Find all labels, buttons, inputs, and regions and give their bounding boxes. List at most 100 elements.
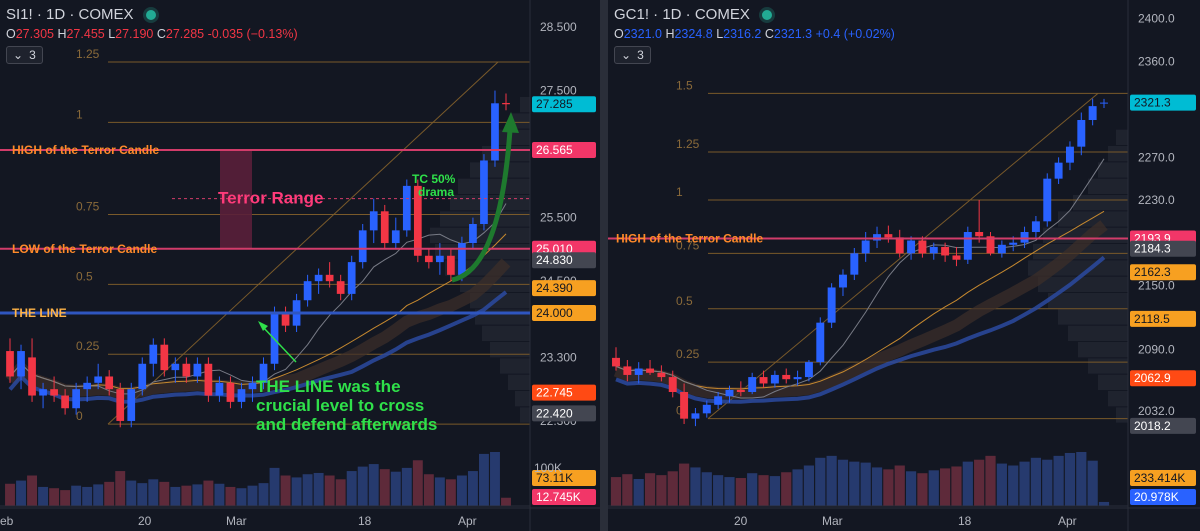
candle-body bbox=[1065, 146, 1074, 163]
price-axis-label: 2032.0 bbox=[1138, 404, 1175, 418]
volume-bar bbox=[357, 466, 368, 506]
silver-chart-svg[interactable]: 1.2510.750.50.25028.50027.50025.50024.50… bbox=[0, 0, 600, 531]
time-axis-label: Mar bbox=[822, 514, 843, 528]
candle-body bbox=[83, 382, 92, 390]
gold-indicators-toggle[interactable]: ⌄ 3 bbox=[614, 46, 651, 64]
time-axis-label: 18 bbox=[358, 514, 372, 528]
volume-badge-label: 73.11K bbox=[536, 471, 573, 485]
candle-body bbox=[680, 392, 689, 419]
gold-chart-svg[interactable]: 1.5 1.25 1 0.75 0.5 0.25 0 2400.0 2360.0 2270.0 22… bbox=[608, 0, 1200, 531]
candle-body bbox=[816, 322, 825, 363]
fib-level-label: 1 bbox=[676, 185, 683, 199]
green-pointer-line bbox=[261, 325, 297, 363]
fib-level-label: 1.5 bbox=[676, 78, 693, 92]
candle-body bbox=[714, 396, 723, 405]
price-badge-label: 2162.3 bbox=[1134, 265, 1171, 279]
price-badge-label: 26.565 bbox=[536, 143, 573, 157]
candle-body bbox=[94, 376, 103, 383]
volume-bar bbox=[1064, 452, 1076, 506]
line-note-1: THE LINE was the bbox=[256, 377, 401, 396]
price-badge bbox=[1130, 417, 1196, 434]
candle-body bbox=[759, 377, 768, 384]
price-badge bbox=[532, 384, 596, 401]
volume-bar bbox=[713, 475, 724, 506]
silver-high: 27.455 bbox=[66, 27, 105, 41]
volume-bar bbox=[1030, 457, 1042, 506]
volume-bar bbox=[501, 497, 511, 506]
volume-bar bbox=[1087, 460, 1098, 506]
candle-body bbox=[380, 211, 389, 244]
candle-body bbox=[502, 102, 510, 105]
volume-bar bbox=[456, 475, 467, 506]
candle-body bbox=[702, 404, 711, 414]
volume-bar bbox=[826, 455, 837, 506]
volume-bar bbox=[690, 467, 701, 506]
gold-chart-pane[interactable]: 1.5 1.25 1 0.75 0.5 0.25 0 2400.0 2360.0 2270.0 22… bbox=[608, 0, 1200, 531]
candle-body bbox=[1088, 106, 1097, 120]
candle-body bbox=[1020, 232, 1029, 243]
volume-profile-bar bbox=[520, 97, 530, 113]
volume-badge-label: 233.414K bbox=[1134, 471, 1185, 485]
terror-range-box bbox=[220, 149, 252, 249]
candle-body bbox=[325, 274, 334, 282]
candle-body bbox=[827, 287, 836, 323]
volume-bar bbox=[236, 488, 247, 506]
volume-profile-bar bbox=[515, 391, 530, 407]
candle-body bbox=[182, 363, 191, 377]
pane-separator[interactable] bbox=[600, 0, 608, 531]
candle-body bbox=[248, 382, 257, 390]
silver-indicators-toggle[interactable]: ⌄ 3 bbox=[6, 46, 43, 64]
price-badge bbox=[532, 304, 596, 321]
candle-body bbox=[138, 363, 147, 390]
candle-body bbox=[929, 246, 938, 254]
gold-symbol-title[interactable]: GC1! · 1D · COMEX bbox=[614, 6, 895, 23]
time-axis-label: 18 bbox=[958, 514, 972, 528]
volume-profile-bar bbox=[1068, 325, 1128, 341]
fib-level-label: 1 bbox=[76, 107, 83, 121]
silver-low: 27.190 bbox=[115, 27, 154, 41]
fib-level-label: 0.25 bbox=[676, 347, 700, 361]
silver-symbol-title[interactable]: SI1! · 1D · COMEX bbox=[6, 6, 298, 23]
gold-high: 2324.8 bbox=[674, 27, 713, 41]
volume-bar bbox=[203, 480, 214, 506]
candle-body bbox=[782, 374, 791, 380]
price-axis-label: 25.500 bbox=[540, 211, 577, 225]
volume-bar bbox=[815, 457, 826, 506]
candle-body bbox=[39, 389, 47, 396]
volume-bar bbox=[1042, 459, 1053, 506]
candle-body bbox=[839, 274, 847, 288]
silver-chart-pane[interactable]: 1.2510.750.50.25028.50027.50025.50024.50… bbox=[0, 0, 600, 531]
candle-body bbox=[975, 232, 984, 237]
volume-profile-bar bbox=[458, 178, 530, 194]
price-badge-label: 24.390 bbox=[536, 281, 573, 295]
volume-bar bbox=[644, 473, 656, 506]
candle-body bbox=[204, 363, 213, 396]
candle-body bbox=[861, 240, 870, 254]
volume-bar bbox=[996, 463, 1007, 506]
fib-level-label: 1.25 bbox=[76, 47, 100, 61]
candle-body bbox=[259, 363, 268, 383]
candle-body bbox=[668, 377, 677, 392]
price-badge-label: 24.000 bbox=[536, 306, 573, 320]
volume-bar bbox=[678, 463, 690, 506]
fib-level-label: 0.25 bbox=[76, 339, 100, 353]
time-axis-label: eb bbox=[0, 514, 14, 528]
candle-body bbox=[160, 344, 169, 371]
volume-bar bbox=[633, 479, 644, 506]
candle-body bbox=[748, 377, 757, 392]
candle-body bbox=[72, 389, 80, 409]
candle-body bbox=[149, 344, 158, 364]
gold-title-text: GC1! · 1D · COMEX bbox=[614, 6, 750, 23]
volume-bar bbox=[313, 472, 324, 506]
ma-red-band bbox=[5, 258, 511, 400]
volume-bar bbox=[148, 479, 159, 506]
candle-body bbox=[436, 255, 444, 263]
green-arrowhead-icon bbox=[502, 112, 519, 133]
line-note-2: crucial level to cross bbox=[256, 396, 424, 415]
candle-body bbox=[804, 362, 813, 378]
chevron-down-icon: ⌄ bbox=[621, 48, 632, 62]
candle-body bbox=[612, 357, 620, 367]
candle-body bbox=[480, 160, 488, 224]
volume-bar bbox=[302, 474, 313, 506]
ma-blue-line bbox=[615, 255, 1106, 404]
